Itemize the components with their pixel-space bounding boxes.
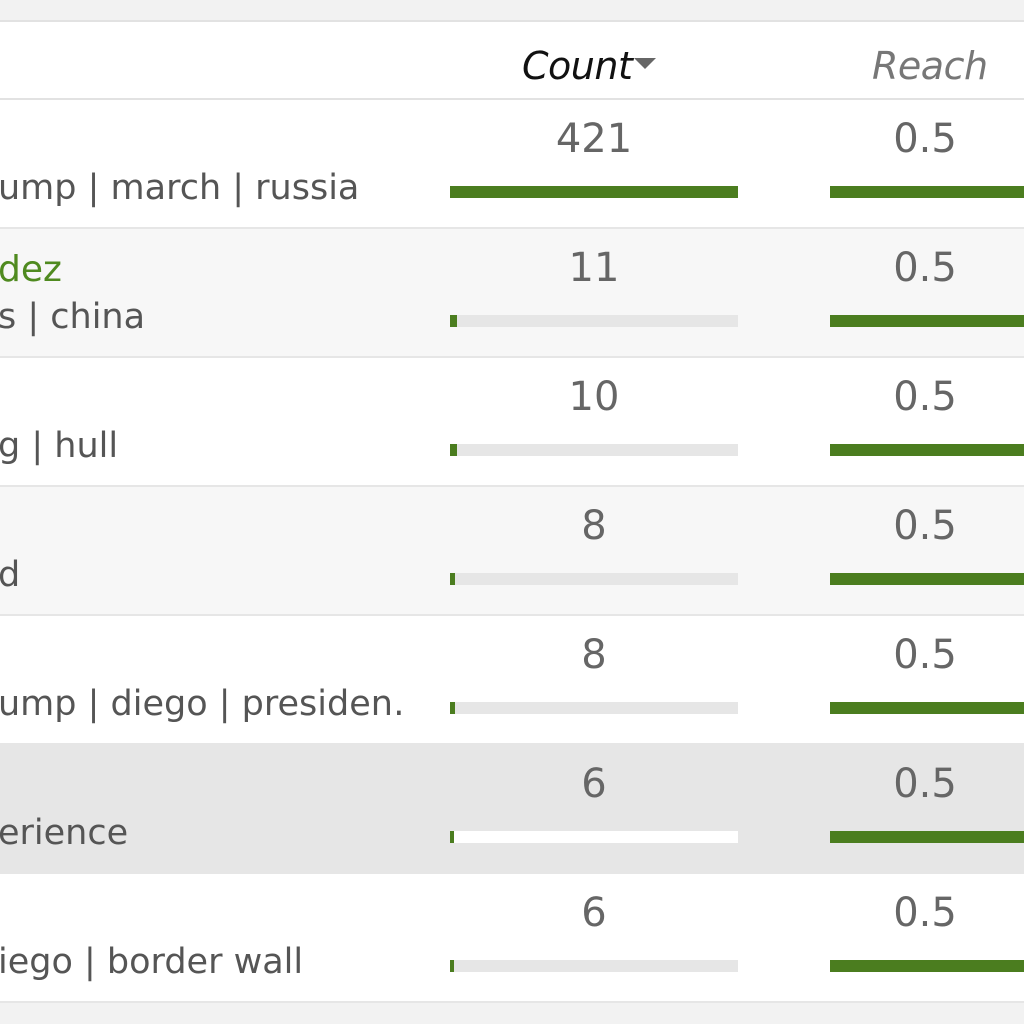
count-bar-fill <box>450 573 455 585</box>
reach-value: 0.5 <box>893 503 957 549</box>
reach-value: 0.5 <box>893 761 957 807</box>
count-bar-fill <box>450 186 738 198</box>
table-row[interactable]: ump | march | russia 421 0.5 <box>0 100 1024 229</box>
reach-column-header[interactable]: Reach <box>872 44 988 88</box>
count-bar <box>450 315 738 327</box>
count-bar <box>450 573 738 585</box>
row-tags: erience <box>0 813 129 853</box>
reach-bar-fill <box>830 960 1024 972</box>
count-value: 421 <box>555 116 633 162</box>
reach-bar-fill <box>830 186 1024 198</box>
reach-bar <box>830 702 1024 714</box>
reach-bar-fill <box>830 573 1024 585</box>
reach-bar <box>830 444 1024 456</box>
count-bar-fill <box>450 444 457 456</box>
sort-descending-icon[interactable] <box>634 58 657 69</box>
reach-value: 0.5 <box>893 374 957 420</box>
count-value: 10 <box>568 374 620 420</box>
table-header: Count Reach <box>0 22 1024 100</box>
reach-bar-fill <box>830 702 1024 714</box>
count-value: 6 <box>581 761 607 807</box>
count-value: 11 <box>568 245 620 291</box>
count-column-label: Count <box>522 44 633 88</box>
row-tags: iego | border wall <box>0 942 304 982</box>
reach-bar-fill <box>830 315 1024 327</box>
reach-value: 0.5 <box>893 890 957 936</box>
count-bar-fill <box>450 702 455 714</box>
count-value: 8 <box>581 503 607 549</box>
count-bar <box>450 186 738 198</box>
reach-value: 0.5 <box>893 116 957 162</box>
table-row[interactable]: dez s | china 11 0.5 <box>0 229 1024 358</box>
results-table: Count Reach ump | march | russia 421 0.5 de… <box>0 20 1024 1003</box>
count-bar <box>450 702 738 714</box>
reach-bar <box>830 315 1024 327</box>
row-tags: ump | diego | presiden… <box>0 684 408 724</box>
count-column-header[interactable]: Count <box>522 44 657 88</box>
table-row[interactable]: g | hull 10 0.5 <box>0 358 1024 487</box>
table-body: ump | march | russia 421 0.5 dez s | china 11… <box>0 100 1024 1003</box>
reach-bar <box>830 573 1024 585</box>
count-bar-fill <box>450 960 454 972</box>
count-bar-fill <box>450 831 454 843</box>
table-row[interactable]: iego | border wall 6 0.5 <box>0 874 1024 1003</box>
reach-bar-fill <box>830 444 1024 456</box>
reach-bar <box>830 960 1024 972</box>
count-bar-fill <box>450 315 457 327</box>
table-row[interactable]: erience 6 0.5 <box>0 745 1024 874</box>
reach-bar-fill <box>830 831 1024 843</box>
reach-bar <box>830 831 1024 843</box>
reach-value: 0.5 <box>893 632 957 678</box>
reach-bar <box>830 186 1024 198</box>
count-bar <box>450 960 738 972</box>
table-row[interactable]: d 8 0.5 <box>0 487 1024 616</box>
row-tags: s | china <box>0 297 146 337</box>
count-bar <box>450 831 738 843</box>
row-tags: g | hull <box>0 426 119 466</box>
row-tags: ump | march | russia <box>0 168 360 208</box>
count-value: 8 <box>581 632 607 678</box>
row-title-link[interactable]: dez <box>0 249 62 290</box>
count-bar <box>450 444 738 456</box>
count-value: 6 <box>581 890 607 936</box>
reach-value: 0.5 <box>893 245 957 291</box>
table-row[interactable]: ump | diego | presiden… 8 0.5 <box>0 616 1024 745</box>
row-tags: d <box>0 555 21 595</box>
